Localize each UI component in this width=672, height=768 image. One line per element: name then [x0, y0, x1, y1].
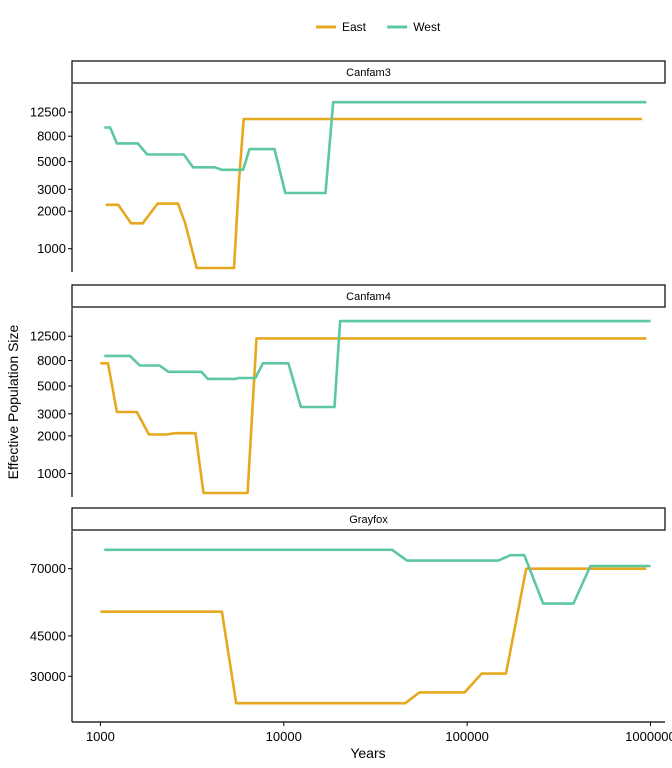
y-tick-label: 3000: [37, 406, 66, 421]
y-tick-label: 45000: [30, 628, 66, 643]
x-tick-label: 1000: [86, 729, 115, 744]
legend: East West: [316, 20, 441, 34]
y-axis-title: Effective Population Size: [5, 324, 21, 479]
series-line-west: [104, 100, 647, 195]
series-line-west: [104, 548, 651, 605]
facet-grayfox: Grayfox 30000 45000 70000: [30, 507, 666, 722]
x-tick-label: 100000: [445, 729, 488, 744]
legend-label: East: [342, 20, 367, 34]
y-tick-label: 30000: [30, 669, 66, 684]
facet-canfam3: Canfam3 1000 2000 3000 5000 8000 12500: [30, 60, 666, 272]
y-tick-label: 12500: [30, 329, 66, 344]
facet-strip-label: Canfam4: [346, 291, 391, 303]
facet-strip: [71, 60, 666, 84]
y-tick-label: 1000: [37, 241, 66, 256]
series-line-west: [104, 319, 651, 409]
facet-strip-label: Grayfox: [349, 514, 388, 526]
y-tick-label: 1000: [37, 466, 66, 481]
y-tick-label: 8000: [37, 353, 66, 368]
x-axis: 1000 10000 100000 1000000: [72, 721, 672, 744]
facets: Canfam3 1000 2000 3000 5000 8000 12500 Canfam4 1…: [30, 60, 666, 722]
series-line-east: [105, 117, 643, 270]
facet-canfam4: Canfam4 1000 2000 3000 5000 8000 12500: [30, 284, 666, 497]
facet-strip: [71, 507, 666, 531]
series-line-east: [100, 567, 647, 705]
y-tick-label: 5000: [37, 379, 66, 394]
y-tick-label: 3000: [37, 182, 66, 197]
legend-item-west: West: [387, 20, 441, 34]
facet-strip-label: Canfam3: [346, 67, 391, 79]
y-tick-label: 8000: [37, 129, 66, 144]
facet-strip: [71, 284, 666, 308]
x-axis-title: Years: [350, 745, 385, 761]
legend-item-east: East: [316, 20, 367, 34]
y-tick-label: 12500: [30, 105, 66, 120]
series-line-east: [100, 337, 647, 495]
y-tick-label: 70000: [30, 561, 66, 576]
legend-label: West: [413, 20, 441, 34]
x-tick-label: 1000000: [625, 729, 672, 744]
y-tick-label: 2000: [37, 204, 66, 219]
y-tick-label: 5000: [37, 154, 66, 169]
x-tick-label: 10000: [266, 729, 302, 744]
y-tick-label: 2000: [37, 428, 66, 443]
